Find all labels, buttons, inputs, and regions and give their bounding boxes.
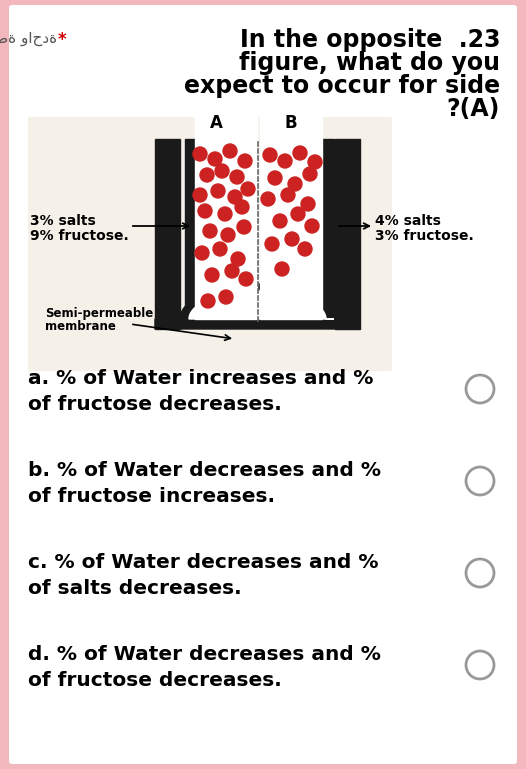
Circle shape [288,177,302,191]
Bar [185,139,197,319]
Polygon shape [155,284,335,329]
Text: 9% fructose.: 9% fructose. [30,229,129,243]
Circle shape [221,228,235,242]
Circle shape [219,290,233,304]
Bar [195,109,257,319]
Circle shape [230,170,244,184]
Bar [335,139,360,329]
Circle shape [303,167,317,181]
Text: 4% salts: 4% salts [375,214,441,228]
Circle shape [293,146,307,160]
Text: 3% salts: 3% salts [30,214,96,228]
Circle shape [228,190,242,204]
Circle shape [218,207,232,221]
Circle shape [193,147,207,161]
Circle shape [285,232,299,246]
Circle shape [215,164,229,178]
Circle shape [208,152,222,166]
Text: B: B [285,114,297,132]
Circle shape [265,237,279,251]
Circle shape [213,242,227,256]
Circle shape [211,184,225,198]
Bar [155,139,180,329]
Text: c. % of Water decreases and %
of salts decreases.: c. % of Water decreases and % of salts d… [28,553,379,598]
Bar [260,109,322,319]
Circle shape [308,155,322,169]
Circle shape [237,220,251,234]
Circle shape [241,182,255,196]
Text: In the opposite  .23: In the opposite .23 [239,28,500,52]
Text: A: A [209,114,222,132]
Circle shape [195,246,209,260]
Circle shape [268,171,282,185]
Text: ?(A): ?(A) [447,97,500,121]
Text: membrane: membrane [45,321,116,334]
Circle shape [225,264,239,278]
Text: d. % of Water decreases and %
of fructose decreases.: d. % of Water decreases and % of fructos… [28,645,381,690]
Circle shape [263,148,277,162]
Text: figure, what do you: figure, what do you [239,51,500,75]
Circle shape [239,272,253,286]
Circle shape [223,144,237,158]
Circle shape [261,192,275,206]
FancyBboxPatch shape [9,5,517,764]
Circle shape [205,268,219,282]
FancyBboxPatch shape [28,117,392,371]
Text: نقطة واحدة: نقطة واحدة [0,31,57,46]
Circle shape [301,197,315,211]
Text: a. % of Water increases and %
of fructose decreases.: a. % of Water increases and % of fructos… [28,369,373,414]
Circle shape [275,262,289,276]
Text: Semi-permeable: Semi-permeable [45,308,153,321]
Text: 3% fructose.: 3% fructose. [375,229,474,243]
Circle shape [281,188,295,202]
Circle shape [201,294,215,308]
Bar [322,139,334,319]
Text: *: * [58,31,66,49]
Circle shape [291,207,305,221]
Circle shape [298,242,312,256]
Circle shape [198,204,212,218]
Circle shape [235,200,249,214]
Circle shape [238,154,252,168]
Circle shape [273,214,287,228]
Circle shape [193,188,207,202]
Text: b. % of Water decreases and %
of fructose increases.: b. % of Water decreases and % of fructos… [28,461,381,506]
Text: expect to occur for side: expect to occur for side [184,74,500,98]
Circle shape [231,252,245,266]
Circle shape [305,219,319,233]
Circle shape [203,224,217,238]
Circle shape [278,154,292,168]
Polygon shape [189,291,334,319]
Circle shape [200,168,214,182]
